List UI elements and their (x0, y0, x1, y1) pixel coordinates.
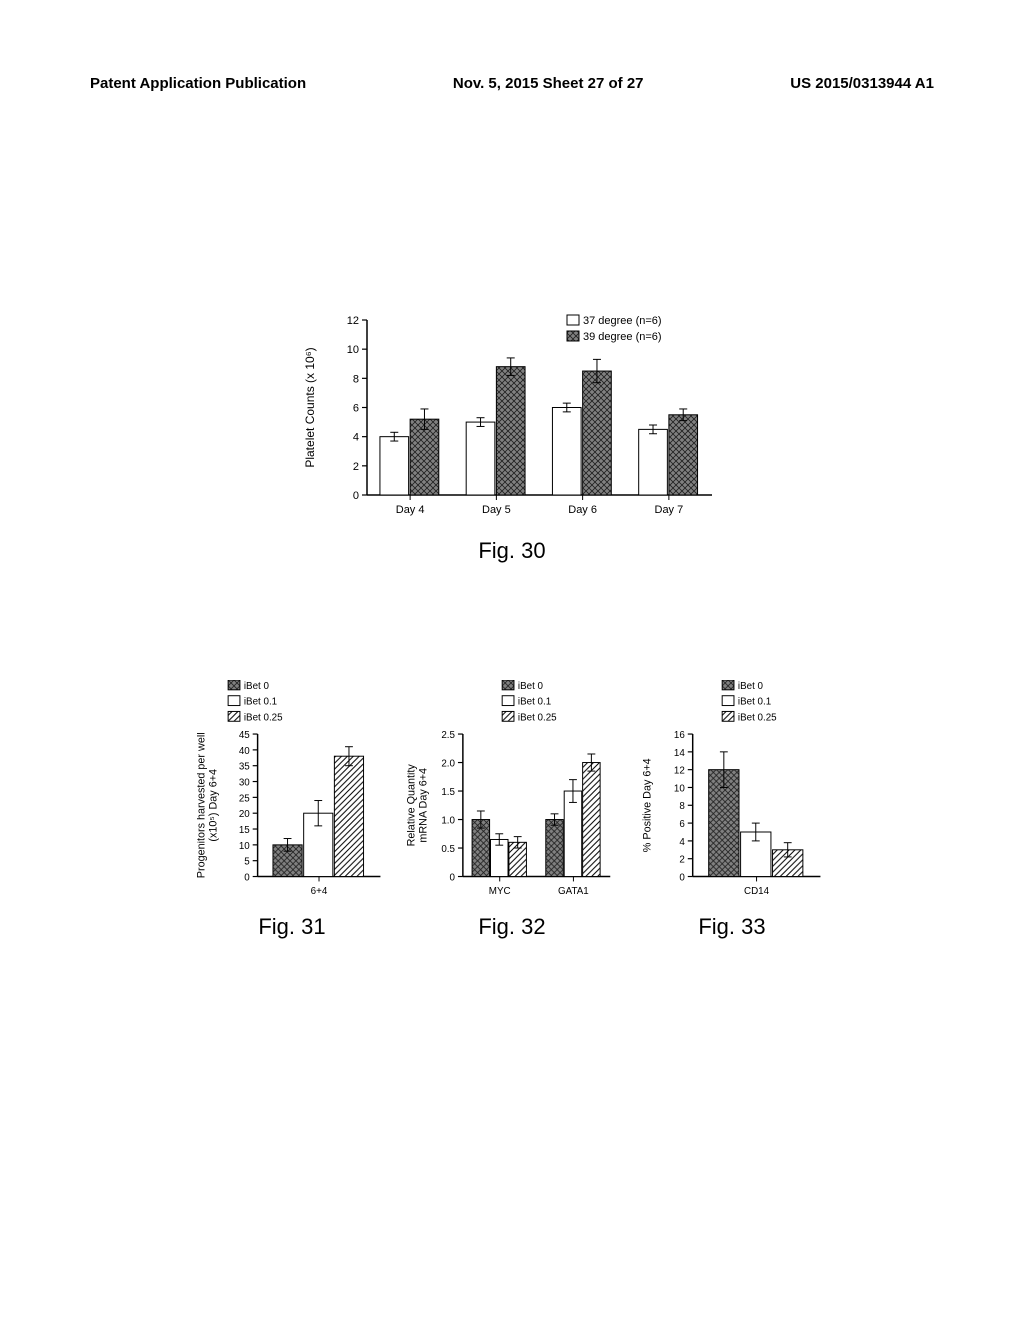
svg-text:6: 6 (679, 819, 685, 830)
svg-text:Day 4: Day 4 (396, 504, 425, 516)
header-right: US 2015/0313944 A1 (790, 75, 934, 92)
svg-text:8: 8 (679, 801, 685, 812)
svg-text:iBet 0.25: iBet 0.25 (518, 712, 557, 723)
svg-text:% Positive Day 6+4: % Positive Day 6+4 (641, 758, 653, 852)
svg-text:45: 45 (239, 730, 250, 741)
svg-text:30: 30 (239, 777, 250, 788)
svg-text:5: 5 (244, 857, 250, 868)
svg-text:15: 15 (239, 825, 250, 836)
figure-32-chart: 0 0.5 1.0 1.5 2.0 2.5 Relative QuantitymRNA Da… (407, 680, 617, 906)
svg-text:iBet 0.1: iBet 0.1 (738, 697, 771, 708)
figure-30-area: 0 2 4 6 8 10 12 Platelet Counts (x 10⁶) Day 4 Day… (0, 310, 1024, 590)
svg-text:25: 25 (239, 793, 250, 804)
svg-text:8: 8 (353, 373, 359, 385)
svg-text:40: 40 (239, 746, 250, 757)
figure-32-panel: 0 0.5 1.0 1.5 2.0 2.5 Relative QuantitymRNA Da… (407, 680, 617, 940)
svg-text:35: 35 (239, 762, 250, 773)
svg-text:GATA1: GATA1 (558, 886, 589, 897)
svg-text:iBet 0: iBet 0 (738, 681, 764, 692)
figure-31-panel: 0 5 10 15 20 25 30 35 40 45 Progenitors harvested … (197, 680, 387, 940)
svg-text:Progenitors harvested per well: Progenitors harvested per well(x10⁵) Day… (197, 732, 219, 878)
svg-text:14: 14 (674, 748, 685, 759)
svg-text:iBet 0: iBet 0 (244, 681, 270, 692)
svg-text:6: 6 (353, 403, 359, 415)
figure-32-label: Fig. 32 (478, 914, 545, 940)
svg-text:iBet 0.25: iBet 0.25 (738, 712, 777, 723)
svg-text:10: 10 (674, 783, 685, 794)
figure-row: 051015202530354045Progenitors harvested … (0, 680, 1024, 940)
svg-text:Day 5: Day 5 (482, 504, 511, 516)
svg-text:39 degree (n=6): 39 degree (n=6) (583, 331, 662, 343)
svg-text:0: 0 (450, 872, 456, 883)
figure-31-label: Fig. 31 (258, 914, 325, 940)
header-center: Nov. 5, 2015 Sheet 27 of 27 (453, 75, 644, 92)
figure-31-chart: 0 5 10 15 20 25 30 35 40 45 Progenitors harvested … (197, 680, 387, 906)
svg-text:iBet 0.25: iBet 0.25 (244, 712, 283, 723)
svg-text:iBet 0: iBet 0 (518, 681, 544, 692)
svg-text:6+4: 6+4 (311, 886, 328, 897)
svg-text:0: 0 (679, 872, 685, 883)
svg-text:Relative QuantitymRNA Day 6+4: Relative QuantitymRNA Day 6+4 (407, 764, 430, 847)
svg-text:2: 2 (353, 461, 359, 473)
svg-text:10: 10 (347, 344, 359, 356)
figure-30-label: Fig. 30 (478, 538, 545, 564)
figure-33-panel: 0 2 4 6 8 10 12 14 16 % Positive Day 6+4 CD14 iBet … (637, 680, 827, 940)
figure-30-panel: 0 2 4 6 8 10 12 Platelet Counts (x 10⁶) Day 4 Day… (302, 310, 722, 590)
svg-text:1.0: 1.0 (441, 815, 455, 826)
svg-text:CD14: CD14 (744, 886, 770, 897)
figure-30-chart: 0 2 4 6 8 10 12 Platelet Counts (x 10⁶) Day 4 Day… (302, 310, 722, 530)
svg-text:2.0: 2.0 (441, 758, 455, 769)
svg-text:0: 0 (353, 490, 359, 502)
svg-text:0.5: 0.5 (441, 844, 455, 855)
svg-text:Day 7: Day 7 (655, 504, 684, 516)
figure-33-chart: 0 2 4 6 8 10 12 14 16 % Positive Day 6+4 CD14 iBet … (637, 680, 827, 906)
figure-33-label: Fig. 33 (698, 914, 765, 940)
svg-text:2.5: 2.5 (441, 730, 455, 741)
header-left: Patent Application Publication (90, 75, 306, 92)
svg-text:4: 4 (353, 432, 359, 444)
svg-text:37 degree (n=6): 37 degree (n=6) (583, 315, 662, 327)
svg-text:Day 6: Day 6 (568, 504, 597, 516)
page-header: Patent Application Publication Nov. 5, 2… (0, 75, 1024, 92)
svg-text:12: 12 (674, 766, 685, 777)
svg-text:MYC: MYC (489, 886, 511, 897)
svg-text:10: 10 (239, 841, 250, 852)
svg-text:0: 0 (244, 872, 250, 883)
svg-text:20: 20 (239, 809, 250, 820)
svg-text:12: 12 (347, 315, 359, 327)
svg-text:16: 16 (674, 730, 685, 741)
svg-text:1.5: 1.5 (441, 787, 455, 798)
svg-text:Platelet Counts (x 10⁶): Platelet Counts (x 10⁶) (303, 347, 317, 467)
svg-text:iBet 0.1: iBet 0.1 (518, 697, 551, 708)
svg-text:2: 2 (679, 855, 684, 866)
svg-text:iBet 0.1: iBet 0.1 (244, 697, 277, 708)
svg-text:4: 4 (679, 837, 685, 848)
